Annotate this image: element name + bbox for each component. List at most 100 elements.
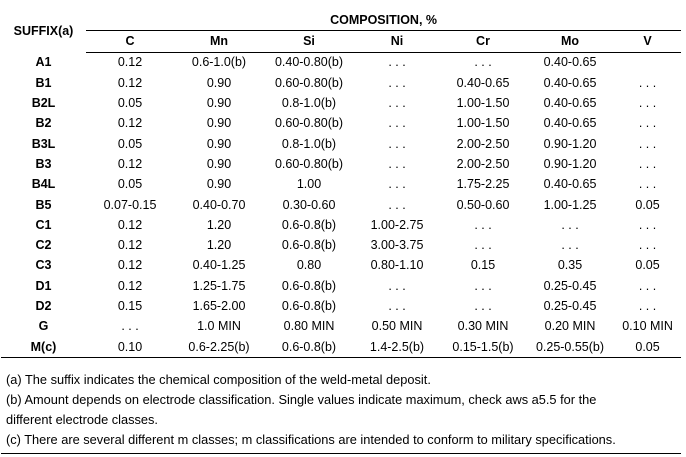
row-suffix: B1 xyxy=(35,75,52,90)
table-cell: 0.6-0.8(b) xyxy=(281,238,337,253)
table-cell: . . . xyxy=(474,55,492,70)
row-suffix: D1 xyxy=(35,278,52,293)
table-cell: 0.60-0.80(b) xyxy=(274,116,344,131)
table-cell: 1.75-2.25 xyxy=(456,177,510,192)
table-cell: 0.80 xyxy=(296,258,322,273)
table-row: C3 0.12 0.40-1.25 0.80 0.80-1.10 0.15 0.35 0.05 xyxy=(1,256,681,276)
row-suffix: D2 xyxy=(35,299,52,314)
footnotes: (a) The suffix indicates the chemical co… xyxy=(6,370,682,450)
table-cell: 0.25-0.45 xyxy=(543,278,597,293)
table-cell xyxy=(614,52,681,73)
column-header-cr: Cr xyxy=(440,30,526,53)
table-row: M(c) 0.10 0.6-2.25(b) 0.6-0.8(b) 1.4-2.5(b) 0… xyxy=(1,336,682,359)
table-cell: 0.90 xyxy=(206,96,232,111)
row-suffix: B2 xyxy=(35,116,52,131)
table-cell: 0.12 xyxy=(117,258,143,273)
table-cell: . . . xyxy=(388,96,406,111)
table-cell: . . . xyxy=(388,136,406,151)
table-cell: 1.00-1.50 xyxy=(456,116,510,131)
table-cell: 0.25-0.55(b) xyxy=(526,336,614,359)
table-row: C2 0.12 1.20 0.6-0.8(b) 3.00-3.75 . . . . . ..… xyxy=(1,235,681,255)
row-suffix: G xyxy=(38,319,49,334)
table-cell: 2.00-2.50 xyxy=(456,136,510,151)
table-cell: 0.90-1.20 xyxy=(543,156,597,171)
table-cell: 0.40-0.65 xyxy=(456,75,510,90)
table-row: B1 0.12 0.90 0.60-0.80(b) . . . 0.40-0.65 0.40… xyxy=(1,73,681,93)
table-cell: 0.12 xyxy=(117,116,143,131)
column-header-mo: Mo xyxy=(526,30,614,53)
table-cell: . . . xyxy=(388,55,406,70)
footnotes-bottom-rule xyxy=(1,453,681,454)
table-cell: 0.12 xyxy=(117,55,143,70)
column-header-v: V xyxy=(614,30,682,53)
table-cell: 0.15 xyxy=(470,258,496,273)
table-row: G . . . 1.0 MIN 0.80 MIN 0.50 MIN 0.30 MIN 0.2… xyxy=(1,316,681,336)
row-suffix: B4L xyxy=(31,177,56,192)
row-suffix: C2 xyxy=(35,238,52,253)
table-cell: . . . xyxy=(638,177,657,192)
table-cell: . . . xyxy=(474,278,492,293)
table-cell: . . . xyxy=(388,156,406,171)
table-cell: 0.80-1.10 xyxy=(370,258,424,273)
table-cell: . . . xyxy=(638,217,657,232)
table-cell: . . . xyxy=(561,238,579,253)
table-row: C1 0.12 1.20 0.6-0.8(b) 1.00-2.75 . . . . . ..… xyxy=(1,215,681,235)
table-cell: 0.25-0.45 xyxy=(543,299,597,314)
row-suffix: A1 xyxy=(35,55,52,70)
table-row: A1 0.12 0.6-1.0(b) 0.40-0.80(b) . . . . . . 0.… xyxy=(1,52,681,73)
table-cell: 0.6-0.8(b) xyxy=(281,217,337,232)
table-cell: 0.6-0.8(b) xyxy=(264,336,354,359)
table-cell: 0.10 xyxy=(86,336,174,359)
element-header-row: C Mn Si Ni Cr Mo V xyxy=(1,30,682,53)
row-suffix: B3 xyxy=(35,156,52,171)
table-cell: 0.90 xyxy=(206,136,232,151)
table-cell: 0.12 xyxy=(117,75,143,90)
table-row: D2 0.15 1.65-2.00 0.6-0.8(b) . . . . . . 0.25-… xyxy=(1,296,681,316)
table-cell: 0.60-0.80(b) xyxy=(274,75,344,90)
table-cell: 0.40-0.65 xyxy=(543,55,597,70)
table-row: B3 0.12 0.90 0.60-0.80(b) . . . 2.00-2.50 0.90… xyxy=(1,154,681,174)
row-suffix: B3L xyxy=(31,136,56,151)
table-cell: . . . xyxy=(638,96,657,111)
footnote-b: (b) Amount depends on electrode classifi… xyxy=(6,392,597,407)
table-cell: 0.8-1.0(b) xyxy=(281,96,337,111)
suffix-column-header: SUFFIX(a) xyxy=(13,23,74,38)
table-cell: 3.00-3.75 xyxy=(370,238,424,253)
table-cell: 1.25-1.75 xyxy=(192,278,246,293)
table-cell: 0.90 xyxy=(206,177,232,192)
table-row: B4L 0.05 0.90 1.00 . . . 1.75-2.25 0.40-0.65 . … xyxy=(1,174,681,194)
table-cell: 0.12 xyxy=(117,278,143,293)
row-suffix: C3 xyxy=(35,258,52,273)
table-cell: 0.10 MIN xyxy=(622,319,673,334)
table-cell: 0.40-0.65 xyxy=(543,177,597,192)
table-cell: . . . xyxy=(561,217,579,232)
table-cell: 1.20 xyxy=(206,217,232,232)
column-header-ni: Ni xyxy=(354,30,440,53)
table-cell: 0.40-0.65 xyxy=(543,116,597,131)
table-cell: 1.0 MIN xyxy=(197,319,241,334)
row-suffix: M(c) xyxy=(1,336,86,359)
table-cell: 0.90 xyxy=(206,156,232,171)
table-cell: 0.8-1.0(b) xyxy=(281,136,337,151)
column-header-si: Si xyxy=(264,30,354,53)
table-cell: 1.00-1.25 xyxy=(543,197,597,212)
table-cell: . . . xyxy=(388,197,406,212)
table-cell: . . . xyxy=(638,156,657,171)
table-cell: 0.40-0.65 xyxy=(543,96,597,111)
footnote-a: (a) The suffix indicates the chemical co… xyxy=(6,372,431,387)
table-cell: 0.6-2.25(b) xyxy=(174,336,264,359)
table-cell: 0.30 MIN xyxy=(457,319,509,334)
footnote-c: (c) There are several different m classe… xyxy=(6,432,616,447)
footnote-b-continued: different electrode classes. xyxy=(6,412,158,427)
composition-header: COMPOSITION, % xyxy=(86,10,682,32)
table-cell: 1.00-1.50 xyxy=(456,96,510,111)
table-row: B2 0.12 0.90 0.60-0.80(b) . . . 1.00-1.50 0.40… xyxy=(1,113,681,133)
table-cell: 0.30-0.60 xyxy=(282,197,336,212)
table-cell: 0.6-0.8(b) xyxy=(281,299,337,314)
row-suffix: C1 xyxy=(35,217,52,232)
table-cell: 0.6-0.8(b) xyxy=(281,278,337,293)
table-row: B2L 0.05 0.90 0.8-1.0(b) . . . 1.00-1.50 0.40-… xyxy=(1,93,681,113)
table-cell: 0.40-0.70 xyxy=(192,197,246,212)
table-cell: . . . xyxy=(474,217,492,232)
